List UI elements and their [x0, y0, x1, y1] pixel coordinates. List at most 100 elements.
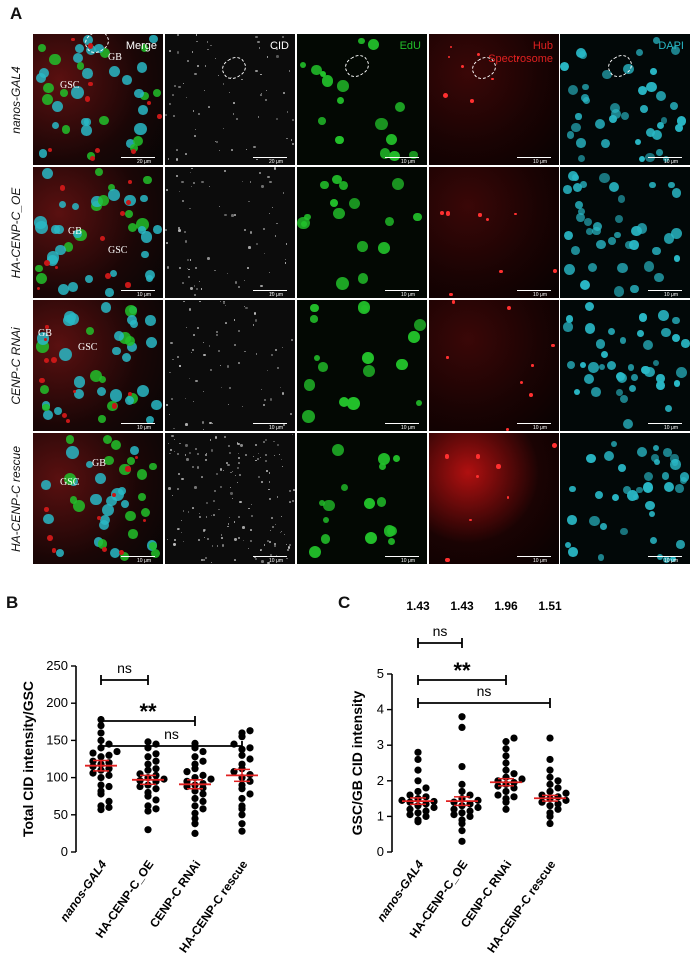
data-point [113, 747, 121, 756]
cell-type-label: GB [108, 52, 122, 63]
data-point [554, 793, 562, 801]
y-tick-label: 4 [377, 702, 384, 717]
micrograph-panel: CID 20 μm [165, 34, 295, 165]
y-tick-label: 0 [377, 844, 384, 859]
micrograph-panel: 10 μm [33, 433, 163, 564]
data-point [510, 734, 518, 742]
micrograph-panel: 10 μm [560, 433, 690, 564]
data-point [546, 802, 554, 810]
data-point [554, 784, 562, 792]
data-point [458, 713, 466, 721]
data-point [414, 816, 422, 824]
micrograph-panel: Merge 20 μm [33, 34, 163, 165]
data-point [502, 759, 510, 767]
scale-bar [648, 423, 682, 424]
data-point [97, 802, 105, 810]
scale-bar-label: 10 μm [401, 558, 415, 564]
scale-bar [385, 290, 419, 291]
data-point [246, 744, 254, 752]
data-point [546, 780, 554, 788]
scale-bar [648, 556, 682, 557]
data-point [238, 827, 246, 835]
scale-bar-label: 10 μm [401, 292, 415, 298]
data-point [546, 819, 554, 828]
scale-bar-label: 10 μm [269, 292, 283, 298]
category-label: nanos-GAL4 [57, 857, 110, 924]
data-point [183, 768, 191, 776]
data-point [502, 787, 510, 796]
scale-bar [385, 556, 419, 557]
scale-bar-label: 10 μm [533, 292, 547, 298]
scale-bar-label: 10 μm [137, 558, 151, 564]
y-tick-label: 200 [46, 695, 68, 710]
scale-bar-label: 10 μm [401, 159, 415, 165]
data-point [546, 787, 554, 796]
significance-label: ns [477, 683, 492, 699]
scale-bar [253, 423, 287, 424]
data-point [422, 807, 430, 815]
micrograph-panel: 10 μm [165, 167, 295, 298]
data-point [97, 753, 105, 761]
data-point [546, 773, 554, 781]
data-point [494, 782, 502, 790]
y-tick-label: 250 [46, 658, 68, 673]
data-point [191, 809, 199, 817]
data-point [554, 777, 562, 785]
scale-bar [517, 423, 551, 424]
data-point [414, 787, 422, 796]
data-point [199, 805, 207, 813]
data-point [246, 755, 254, 763]
scale-bar [517, 290, 551, 291]
micrograph-panel: 10 μm [429, 300, 559, 431]
data-point [546, 734, 554, 742]
data-point [246, 727, 254, 735]
cell-outline [218, 53, 250, 83]
scale-bar-label: 10 μm [664, 292, 678, 298]
data-point [246, 790, 254, 798]
data-point [191, 760, 199, 768]
scale-bar [385, 157, 419, 158]
data-point [414, 777, 422, 785]
micrograph-panel: 10 μm [297, 433, 427, 564]
data-point [510, 793, 518, 801]
channel-title-line: DAPI [658, 40, 684, 52]
data-point [191, 820, 199, 828]
y-tick-label: 5 [377, 666, 384, 681]
data-point [502, 738, 510, 746]
data-point [458, 816, 466, 824]
data-point [238, 811, 246, 819]
row-label: nanos-GAL4 [9, 65, 23, 134]
data-point [458, 780, 466, 788]
data-point [199, 797, 207, 806]
data-point [238, 820, 246, 828]
data-point [152, 750, 160, 758]
scale-bar-label: 10 μm [664, 425, 678, 431]
scale-bar [517, 556, 551, 557]
data-point [466, 812, 474, 820]
data-point [414, 748, 422, 756]
data-point [474, 803, 482, 812]
channel-title-line: Merge [125, 40, 157, 52]
scale-bar [253, 556, 287, 557]
scale-bar-label: 10 μm [137, 425, 151, 431]
scale-bar [648, 290, 682, 291]
scale-bar [648, 157, 682, 158]
data-point [546, 809, 554, 817]
data-point [502, 795, 510, 803]
mean-value-label: 1.51 [538, 599, 562, 613]
data-point [458, 827, 466, 835]
mean-value-label: 1.43 [406, 599, 430, 613]
cell-type-label: GB [68, 226, 82, 237]
data-point [238, 794, 246, 803]
data-point [105, 797, 113, 806]
channel-title: Hub Spectrosome [488, 40, 553, 66]
data-point [207, 775, 215, 783]
channel-title: CID [270, 40, 289, 53]
data-point [414, 809, 422, 817]
data-point [458, 809, 466, 817]
data-point [458, 723, 466, 731]
scale-bar-label: 10 μm [269, 558, 283, 564]
data-point [406, 791, 414, 799]
significance-label: ** [139, 699, 157, 724]
cell-outline [341, 51, 373, 81]
